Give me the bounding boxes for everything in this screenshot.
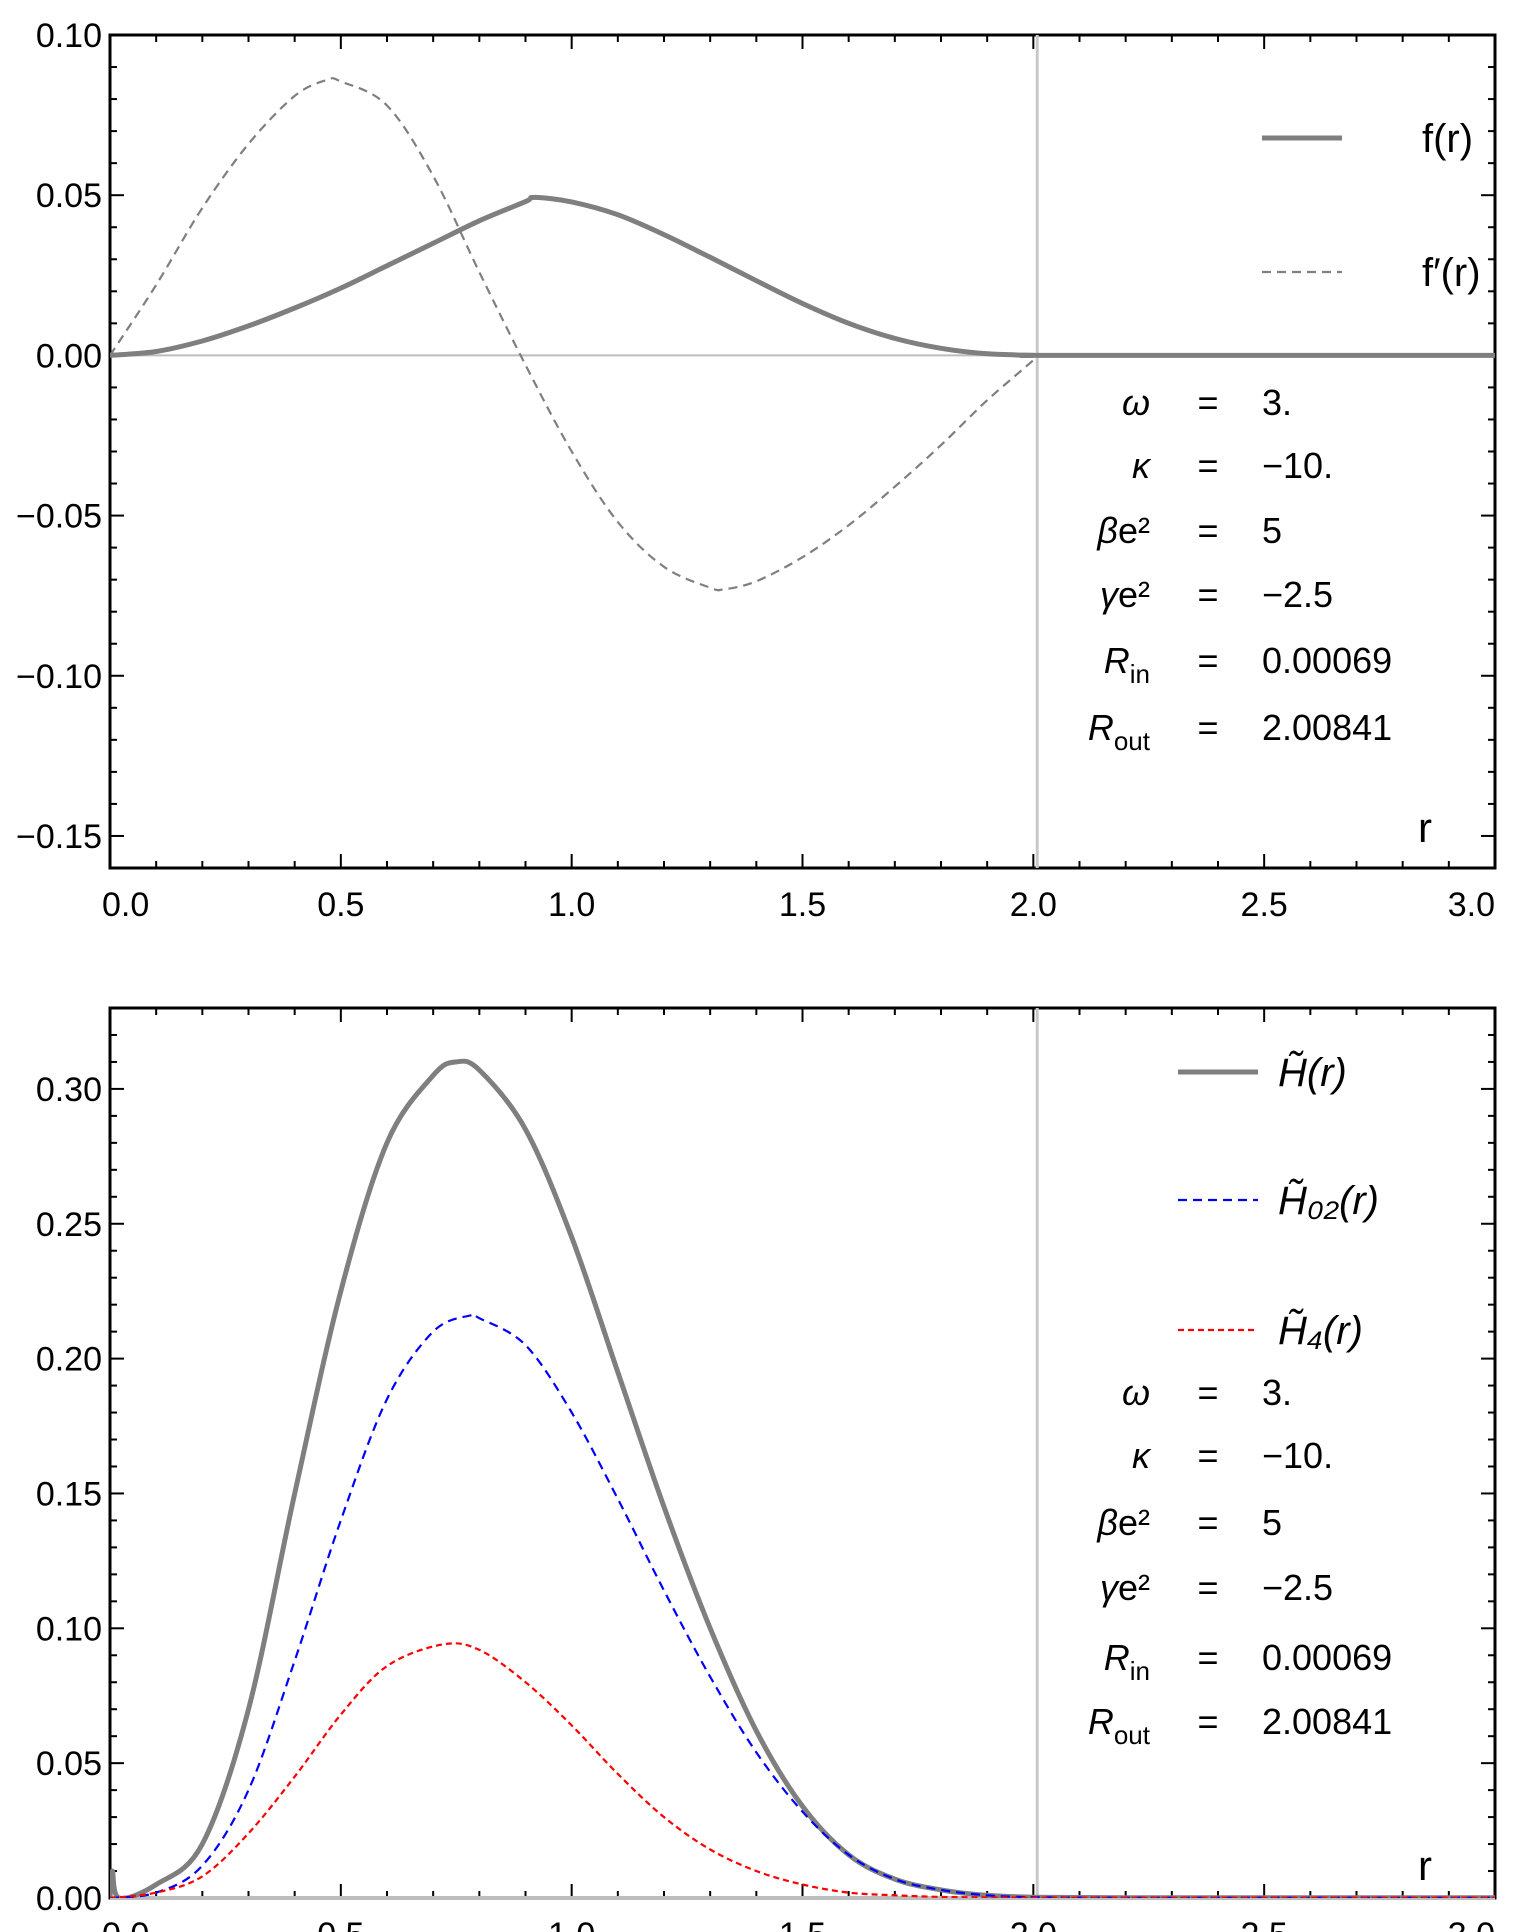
- x-tick-label: 0.5: [317, 886, 364, 924]
- param-name: ω: [1122, 1372, 1150, 1413]
- param-name: Rin: [1104, 640, 1150, 689]
- param-name: γe²: [1100, 574, 1150, 615]
- legend-label-1: H̃(r): [1278, 1050, 1347, 1095]
- x-tick-label: 2.0: [1010, 886, 1057, 924]
- x-tick-label: 1.5: [779, 1916, 826, 1932]
- param-value: 5: [1262, 1502, 1282, 1543]
- legend-label-2: f′(r): [1422, 251, 1481, 295]
- param-value: −10.: [1262, 445, 1333, 486]
- param-equals: =: [1197, 1637, 1218, 1678]
- param-name: Rout: [1088, 707, 1151, 756]
- x-tick-label: 2.0: [1010, 1916, 1057, 1932]
- param-value: 2.00841: [1262, 707, 1392, 748]
- y-tick-label: −0.15: [16, 818, 102, 856]
- param-value: −2.5: [1262, 1567, 1333, 1608]
- x-tick-label: 3.0: [1448, 1916, 1495, 1932]
- param-equals: =: [1197, 445, 1218, 486]
- param-value: −2.5: [1262, 574, 1333, 615]
- param-value: 5: [1262, 510, 1282, 551]
- param-name: βe²: [1096, 510, 1150, 551]
- y-tick-label: 0.30: [36, 1071, 102, 1109]
- param-equals: =: [1197, 1567, 1218, 1608]
- series-line-1: [110, 194, 1495, 358]
- y-tick-label: 0.15: [36, 1475, 102, 1513]
- y-tick-label: 0.05: [36, 177, 102, 215]
- y-tick-label: 0.10: [36, 17, 102, 55]
- legend-label-1: f(r): [1422, 117, 1473, 161]
- x-axis-label: r: [1418, 804, 1432, 851]
- x-tick-label: 0.0: [102, 886, 149, 924]
- param-equals: =: [1197, 1502, 1218, 1543]
- x-tick-label: 2.5: [1241, 886, 1288, 924]
- param-equals: =: [1197, 1701, 1218, 1742]
- y-tick-label: 0.25: [36, 1206, 102, 1244]
- x-tick-label: 1.0: [548, 886, 595, 924]
- x-tick-label: 1.5: [779, 886, 826, 924]
- y-tick-label: −0.10: [16, 658, 102, 696]
- y-tick-label: 0.00: [36, 1880, 102, 1918]
- param-name: βe²: [1096, 1502, 1150, 1543]
- param-equals: =: [1197, 1372, 1218, 1413]
- legend-label-3: H̃₄(r): [1278, 1308, 1363, 1353]
- param-name: κ: [1132, 1435, 1152, 1476]
- y-tick-label: 0.20: [36, 1341, 102, 1379]
- param-equals: =: [1197, 707, 1218, 748]
- chart-1: 0.0 0.5 1.0 1.5 2.0 2.5 3.0 0.10 0.05 0.00 −0.05 −0…: [16, 17, 1497, 924]
- param-name: γe²: [1100, 1567, 1150, 1608]
- param-equals: =: [1197, 574, 1218, 615]
- param-equals: =: [1197, 510, 1218, 551]
- param-equals: =: [1197, 1435, 1218, 1476]
- x-tick-label: 3.0: [1448, 886, 1495, 924]
- param-equals: =: [1197, 382, 1218, 423]
- series-line-2: [110, 77, 1040, 592]
- y-tick-label: −0.05: [16, 498, 102, 536]
- param-value: 0.00069: [1262, 1637, 1392, 1678]
- x-tick-label: 0.0: [102, 1916, 149, 1932]
- param-name: ω: [1122, 382, 1150, 423]
- y-tick-label: 0.00: [36, 337, 102, 375]
- legend-label-2: H̃₀₂(r): [1278, 1178, 1379, 1223]
- y-tick-label: 0.05: [36, 1745, 102, 1783]
- param-name: Rin: [1104, 1637, 1150, 1686]
- x-axis-label: r: [1418, 1842, 1432, 1889]
- x-tick-label: 0.5: [317, 1916, 364, 1932]
- param-value: 3.: [1262, 1372, 1292, 1413]
- series-line-3: [110, 1642, 1495, 1898]
- param-equals: =: [1197, 640, 1218, 681]
- param-value: −10.: [1262, 1435, 1333, 1476]
- param-value: 0.00069: [1262, 640, 1392, 681]
- chart-2: 0.0 0.5 1.0 1.5 2.0 2.5 3.0 0.30 0.25 0.20 0.15 0.1…: [36, 1006, 1497, 1932]
- param-name: Rout: [1088, 1701, 1151, 1750]
- param-value: 2.00841: [1262, 1701, 1392, 1742]
- param-name: κ: [1132, 445, 1152, 486]
- y-tick-label: 0.10: [36, 1610, 102, 1648]
- x-tick-label: 1.0: [548, 1916, 595, 1932]
- x-tick-label: 2.5: [1241, 1916, 1288, 1932]
- param-value: 3.: [1262, 382, 1292, 423]
